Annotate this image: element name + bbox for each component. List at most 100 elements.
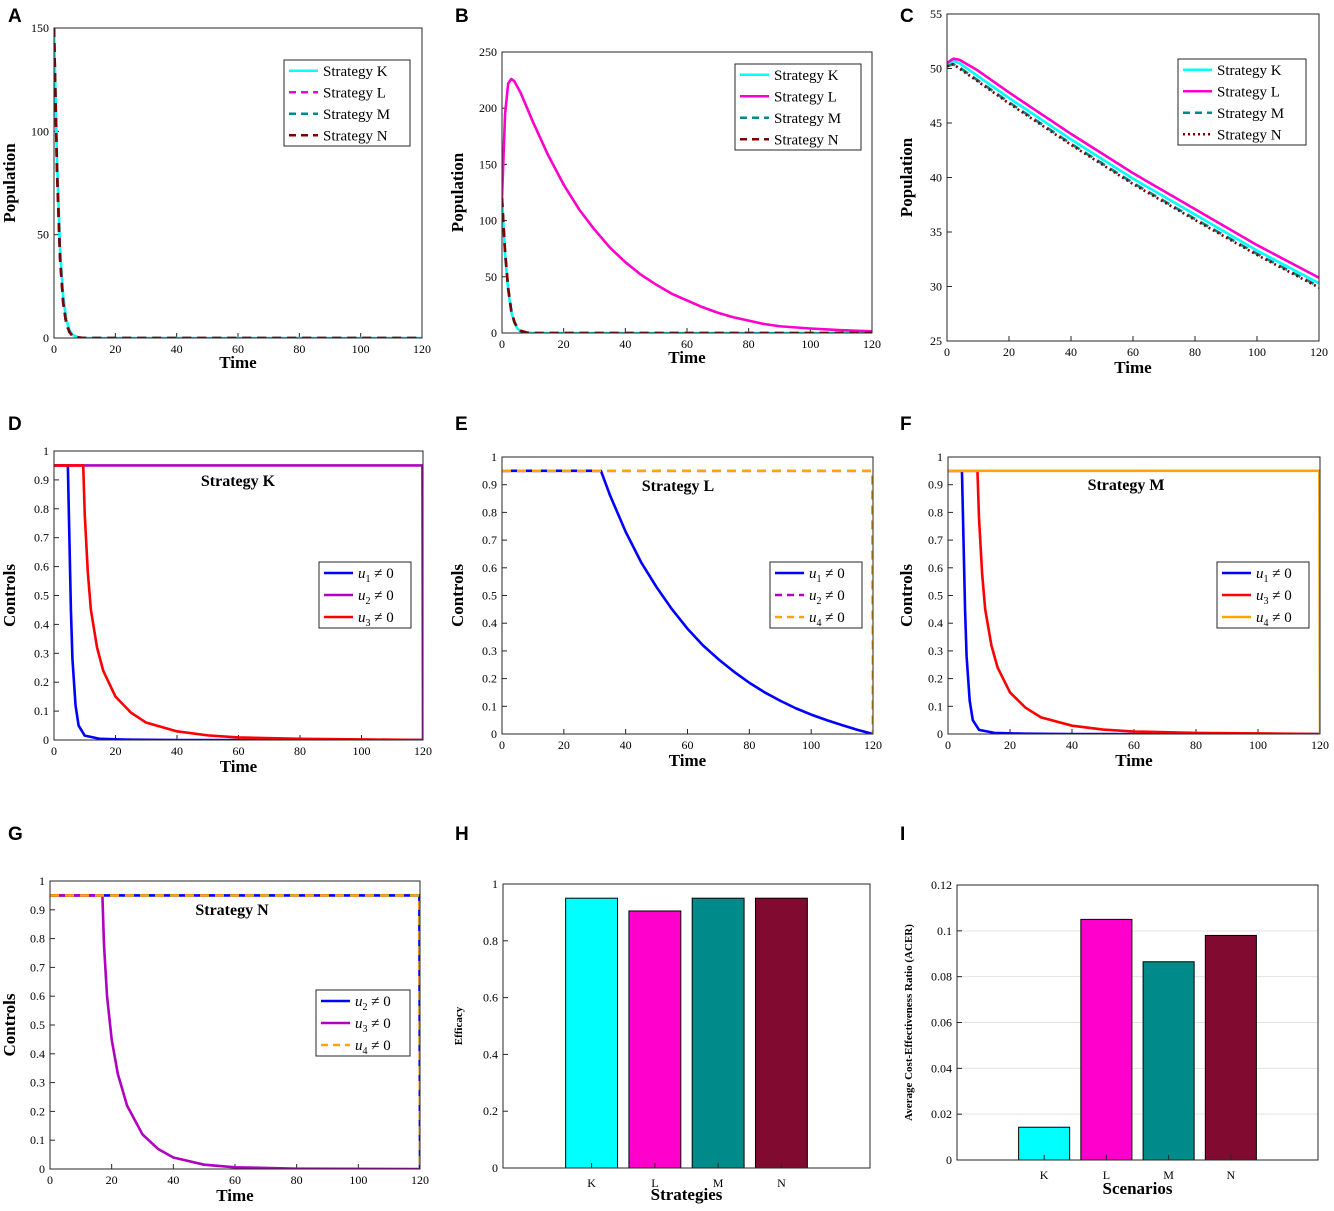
y-tick-label: 45 bbox=[930, 116, 942, 130]
axes-frame bbox=[946, 13, 1320, 342]
y-tick-label: 0.7 bbox=[928, 533, 943, 547]
y-tick-label: 35 bbox=[930, 225, 942, 239]
x-axis-label: Time bbox=[220, 757, 258, 776]
plot-title: Strategy N bbox=[195, 902, 269, 919]
x-tick-label: 60 bbox=[681, 337, 693, 351]
y-tick-label: 0.4 bbox=[30, 1047, 45, 1061]
series-line-1 bbox=[947, 59, 1319, 285]
x-tick-label: 120 bbox=[413, 342, 431, 356]
x-tick-label: 120 bbox=[411, 1173, 429, 1187]
y-tick-label: 0.2 bbox=[482, 672, 497, 686]
legend-entry: u3 ≠ 0 bbox=[355, 1016, 391, 1035]
y-tick-label: 0.3 bbox=[34, 646, 49, 660]
y-tick-label: 0.9 bbox=[928, 478, 943, 492]
y-tick-label: 0.9 bbox=[30, 903, 45, 917]
plot-title: Strategy M bbox=[1088, 477, 1165, 494]
series-line-1 bbox=[502, 469, 873, 734]
bar-n bbox=[1204, 934, 1257, 1161]
x-tick-label: 100 bbox=[1249, 738, 1267, 752]
y-axis-label: Population bbox=[448, 152, 467, 232]
y-tick-label: 50 bbox=[37, 228, 49, 242]
y-axis-label: Average Cost-Effectiveness Ratio (ACER) bbox=[903, 924, 915, 1121]
axes-frame bbox=[947, 456, 1321, 735]
legend-entry: Strategy M bbox=[1217, 106, 1284, 122]
y-tick-label: 100 bbox=[31, 124, 49, 138]
y-axis-label: Efficacy bbox=[453, 1006, 465, 1045]
x-tick-label: 0 bbox=[944, 345, 950, 359]
x-tick-label: N bbox=[1227, 1168, 1236, 1182]
panel-g: G 0 0.1 0.2 0.3 0.4 0.5 0.6 0.7 0.8 0.9 1 0 20 40 60 80 1… bbox=[0, 824, 429, 1205]
panel-label-d: D bbox=[8, 414, 22, 435]
x-tick-label: 60 bbox=[233, 744, 245, 758]
x-tick-label: 60 bbox=[1127, 345, 1139, 359]
y-tick-label: 0.9 bbox=[482, 478, 497, 492]
y-tick-label: 0 bbox=[492, 1161, 498, 1175]
y-tick-label: 0.2 bbox=[483, 1104, 498, 1118]
panel-d: D 0 0.1 0.2 0.3 0.4 0.5 0.6 0.7 0.8 0.9 1 0 20 40 60 80 1… bbox=[0, 414, 432, 776]
x-tick-label: 80 bbox=[291, 1173, 303, 1187]
panel-label-f: F bbox=[900, 414, 912, 435]
legend-entry: u2 ≠ 0 bbox=[355, 994, 391, 1013]
x-tick-label: 100 bbox=[1248, 345, 1266, 359]
legend-entry: u4 ≠ 0 bbox=[809, 610, 845, 629]
y-tick-label: 0.8 bbox=[483, 934, 498, 948]
x-tick-label: 120 bbox=[414, 744, 432, 758]
x-tick-label: 80 bbox=[1189, 345, 1201, 359]
legend-entry: u4 ≠ 0 bbox=[1256, 610, 1292, 629]
y-axis-label: Controls bbox=[0, 564, 19, 627]
legend: u1 ≠ 0 u3 ≠ 0 u4 ≠ 0 bbox=[1216, 561, 1310, 629]
y-tick-label: 0.1 bbox=[482, 699, 497, 713]
y-tick-label: 0.7 bbox=[30, 960, 45, 974]
bar-m bbox=[1142, 961, 1195, 1161]
panel-label-g: G bbox=[8, 824, 23, 845]
y-tick-label: 0 bbox=[937, 727, 943, 741]
y-tick-label: 0.2 bbox=[30, 1104, 45, 1118]
y-tick-label: 0.1 bbox=[937, 924, 952, 938]
legend-entry: Strategy K bbox=[1217, 63, 1282, 79]
x-tick-label: 40 bbox=[620, 738, 632, 752]
x-tick-label: 100 bbox=[802, 738, 820, 752]
x-tick-label: 80 bbox=[293, 342, 305, 356]
panel-f: F 0 0.1 0.2 0.3 0.4 0.5 0.6 0.7 0.8 0.9 1 0 20 40 60 80 1… bbox=[897, 414, 1329, 770]
legend-entry: u3 ≠ 0 bbox=[358, 610, 394, 629]
y-tick-label: 150 bbox=[479, 157, 497, 171]
y-axis-label: Controls bbox=[897, 564, 916, 627]
y-tick-label: 55 bbox=[930, 7, 942, 21]
y-tick-label: 200 bbox=[479, 101, 497, 115]
y-tick-label: 1 bbox=[43, 444, 49, 458]
y-tick-label: 0.1 bbox=[34, 704, 49, 718]
y-tick-label: 0.08 bbox=[931, 970, 952, 984]
y-tick-label: 40 bbox=[930, 171, 942, 185]
legend-box bbox=[734, 63, 862, 151]
x-tick-label: 20 bbox=[106, 1173, 118, 1187]
y-axis-label: Controls bbox=[448, 564, 467, 627]
y-tick-label: 0 bbox=[39, 1162, 45, 1176]
y-tick-label: 0.2 bbox=[928, 672, 943, 686]
panel-label-b: B bbox=[455, 6, 469, 27]
legend-entry: Strategy L bbox=[774, 89, 837, 105]
legend-box bbox=[283, 59, 411, 147]
legend: u1 ≠ 0 u2 ≠ 0 u4 ≠ 0 bbox=[769, 561, 863, 629]
bar-n bbox=[754, 897, 808, 1169]
x-tick-label: 0 bbox=[499, 738, 505, 752]
x-tick-label: 120 bbox=[1311, 738, 1329, 752]
legend-entry: u1 ≠ 0 bbox=[809, 566, 845, 585]
y-tick-label: 0.7 bbox=[482, 533, 497, 547]
x-tick-label: 0 bbox=[47, 1173, 53, 1187]
x-tick-label: 80 bbox=[743, 337, 755, 351]
bar-l bbox=[628, 910, 682, 1169]
y-tick-label: 0.6 bbox=[34, 560, 49, 574]
y-tick-label: 1 bbox=[39, 874, 45, 888]
axes-frame bbox=[501, 51, 873, 334]
y-tick-label: 100 bbox=[479, 214, 497, 228]
x-tick-label: 60 bbox=[682, 738, 694, 752]
y-tick-label: 0.4 bbox=[482, 616, 497, 630]
y-tick-label: 30 bbox=[930, 280, 942, 294]
x-tick-label: 120 bbox=[863, 337, 881, 351]
x-tick-label: 20 bbox=[1003, 345, 1015, 359]
x-tick-label: 40 bbox=[1065, 345, 1077, 359]
bar-m bbox=[691, 897, 745, 1169]
plot-title: Strategy L bbox=[642, 478, 714, 495]
x-tick-label: 60 bbox=[1128, 738, 1140, 752]
axes-frame bbox=[49, 880, 421, 1170]
